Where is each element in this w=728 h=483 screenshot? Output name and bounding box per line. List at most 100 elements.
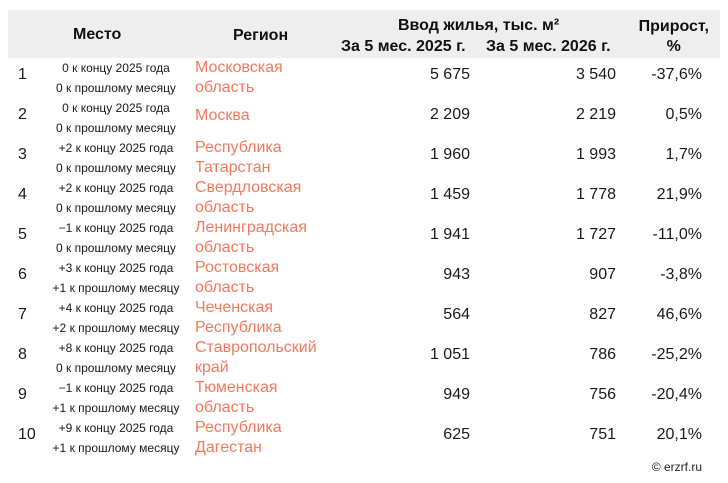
change-vs-last-month: 0 к прошлому месяцу xyxy=(56,121,176,135)
growth-percent: 0,5% xyxy=(665,106,702,123)
change-vs-year-end: +3 к концу 2025 года xyxy=(58,261,174,275)
value-2025: 1 941 xyxy=(429,226,470,243)
change-vs-year-end: 0 к концу 2025 года xyxy=(62,101,170,115)
rank: 8 xyxy=(18,346,27,363)
rank: 4 xyxy=(18,186,27,203)
value-2025: 564 xyxy=(443,306,470,323)
header-col-2026: За 5 мес. 2026 г. xyxy=(486,38,611,55)
growth-percent: 21,9% xyxy=(656,186,702,203)
change-vs-year-end: +2 к концу 2025 года xyxy=(58,141,174,155)
change-vs-last-month: 0 к прошлому месяцу xyxy=(56,241,176,255)
table-row: 2 0 к концу 2025 года 0 к прошлому месяцу М… xyxy=(0,98,728,138)
value-2025: 943 xyxy=(443,266,470,283)
table-row: 4 +2 к концу 2025 года 0 к прошлому месяцу… xyxy=(0,178,728,218)
value-2025: 1 960 xyxy=(429,146,470,163)
header-housing-commissioning: Ввод жилья, тыс. м² xyxy=(398,17,560,34)
table-header: Место Регион Ввод жилья, тыс. м² За 5 ме… xyxy=(8,10,720,58)
growth-percent: 1,7% xyxy=(665,146,702,163)
region-link[interactable]: Республика Дагестан xyxy=(195,418,330,458)
value-2026: 756 xyxy=(589,386,616,403)
region-name-line2: Дагестан xyxy=(195,439,262,456)
region-name-line1: Чеченская xyxy=(195,299,274,316)
header-growth: Прирост, % xyxy=(639,17,709,57)
change-vs-year-end: −1 к концу 2025 года xyxy=(58,381,174,395)
value-2025: 2 209 xyxy=(429,106,470,123)
value-2025: 1 051 xyxy=(429,346,470,363)
region-link[interactable]: Чеченская Республика xyxy=(195,298,330,338)
rank: 6 xyxy=(18,266,27,283)
region-name-line1: Ростовская xyxy=(195,259,280,276)
region-name-line1: Свердловская xyxy=(195,179,302,196)
change-vs-last-month: +2 к прошлому месяцу xyxy=(52,321,180,335)
value-2025: 5 675 xyxy=(429,66,470,83)
growth-percent: 20,1% xyxy=(656,426,702,443)
rank: 7 xyxy=(18,306,27,323)
header-place: Место xyxy=(73,26,122,43)
region-name-line1: Республика xyxy=(195,139,282,156)
region-name-line1: Тюменская xyxy=(195,379,278,396)
region-link[interactable]: Тюменская область xyxy=(195,378,330,418)
value-2025: 949 xyxy=(443,386,470,403)
table-row: 10 +9 к концу 2025 года +1 к прошлому меся… xyxy=(0,418,728,458)
table-row: 7 +4 к концу 2025 года +2 к прошлому месяц… xyxy=(0,298,728,338)
region-name-line2: область xyxy=(195,399,255,416)
region-link[interactable]: Свердловская область xyxy=(195,178,330,218)
value-2026: 3 540 xyxy=(575,66,616,83)
change-vs-year-end: +4 к концу 2025 года xyxy=(58,301,174,315)
growth-percent: 46,6% xyxy=(656,306,702,323)
change-vs-last-month: 0 к прошлому месяцу xyxy=(56,361,176,375)
rank: 3 xyxy=(18,146,27,163)
region-name-line2: область xyxy=(195,279,255,296)
rank: 10 xyxy=(18,426,36,443)
growth-percent: -3,8% xyxy=(660,266,702,283)
growth-percent: -25,2% xyxy=(651,346,702,363)
region-name-line2: край xyxy=(195,359,229,376)
header-growth-line2: % xyxy=(666,38,681,55)
region-name-line2: область xyxy=(195,239,255,256)
header-growth-line1: Прирост, xyxy=(638,18,709,35)
table-row: 1 0 к концу 2025 года 0 к прошлому месяцу М… xyxy=(0,58,728,98)
table-row: 6 +3 к концу 2025 года +1 к прошлому месяц… xyxy=(0,258,728,298)
change-vs-year-end: +8 к концу 2025 года xyxy=(58,341,174,355)
value-2026: 907 xyxy=(589,266,616,283)
region-link[interactable]: Ленинградская область xyxy=(195,218,330,258)
change-vs-last-month: +1 к прошлому месяцу xyxy=(52,281,180,295)
region-name-line1: Ленинградская xyxy=(195,219,307,236)
region-name-line2: Татарстан xyxy=(195,159,271,176)
value-2026: 2 219 xyxy=(575,106,616,123)
value-2026: 827 xyxy=(589,306,616,323)
change-vs-last-month: 0 к прошлому месяцу xyxy=(56,161,176,175)
region-link[interactable]: Республика Татарстан xyxy=(195,138,330,178)
region-name-line2: область xyxy=(195,199,255,216)
table-row: 5 −1 к концу 2025 года 0 к прошлому месяцу… xyxy=(0,218,728,258)
region-link[interactable]: Ставропольский край xyxy=(195,338,330,378)
change-vs-year-end: +9 к концу 2025 года xyxy=(58,421,174,435)
rank: 5 xyxy=(18,226,27,243)
change-vs-last-month: 0 к прошлому месяцу xyxy=(56,201,176,215)
rank: 9 xyxy=(18,386,27,403)
value-2026: 1 727 xyxy=(575,226,616,243)
change-vs-last-month: 0 к прошлому месяцу xyxy=(56,81,176,95)
value-2026: 1 993 xyxy=(575,146,616,163)
growth-percent: -37,6% xyxy=(651,66,702,83)
header-region: Регион xyxy=(233,27,289,44)
growth-percent: -20,4% xyxy=(651,386,702,403)
rank: 2 xyxy=(18,106,27,123)
change-vs-year-end: 0 к концу 2025 года xyxy=(62,61,170,75)
growth-percent: -11,0% xyxy=(652,226,702,243)
header-col-2025: За 5 мес. 2025 г. xyxy=(341,38,466,55)
table-row: 8 +8 к концу 2025 года 0 к прошлому месяцу… xyxy=(0,338,728,378)
region-name-line1: Республика xyxy=(195,419,282,436)
region-link[interactable]: Москва xyxy=(195,106,330,126)
value-2025: 625 xyxy=(443,426,470,443)
region-name-line1: Москва xyxy=(195,107,250,124)
region-name-line2: Республика xyxy=(195,319,282,336)
change-vs-last-month: +1 к прошлому месяцу xyxy=(52,401,180,415)
change-vs-year-end: +2 к концу 2025 года xyxy=(58,181,174,195)
value-2026: 786 xyxy=(589,346,616,363)
region-link[interactable]: Ростовская область xyxy=(195,258,330,298)
region-link[interactable]: Московская область xyxy=(195,58,330,98)
table-row: 9 −1 к концу 2025 года +1 к прошлому месяц… xyxy=(0,378,728,418)
change-vs-last-month: +1 к прошлому месяцу xyxy=(52,441,180,455)
copyright: © erzrf.ru xyxy=(651,460,702,474)
